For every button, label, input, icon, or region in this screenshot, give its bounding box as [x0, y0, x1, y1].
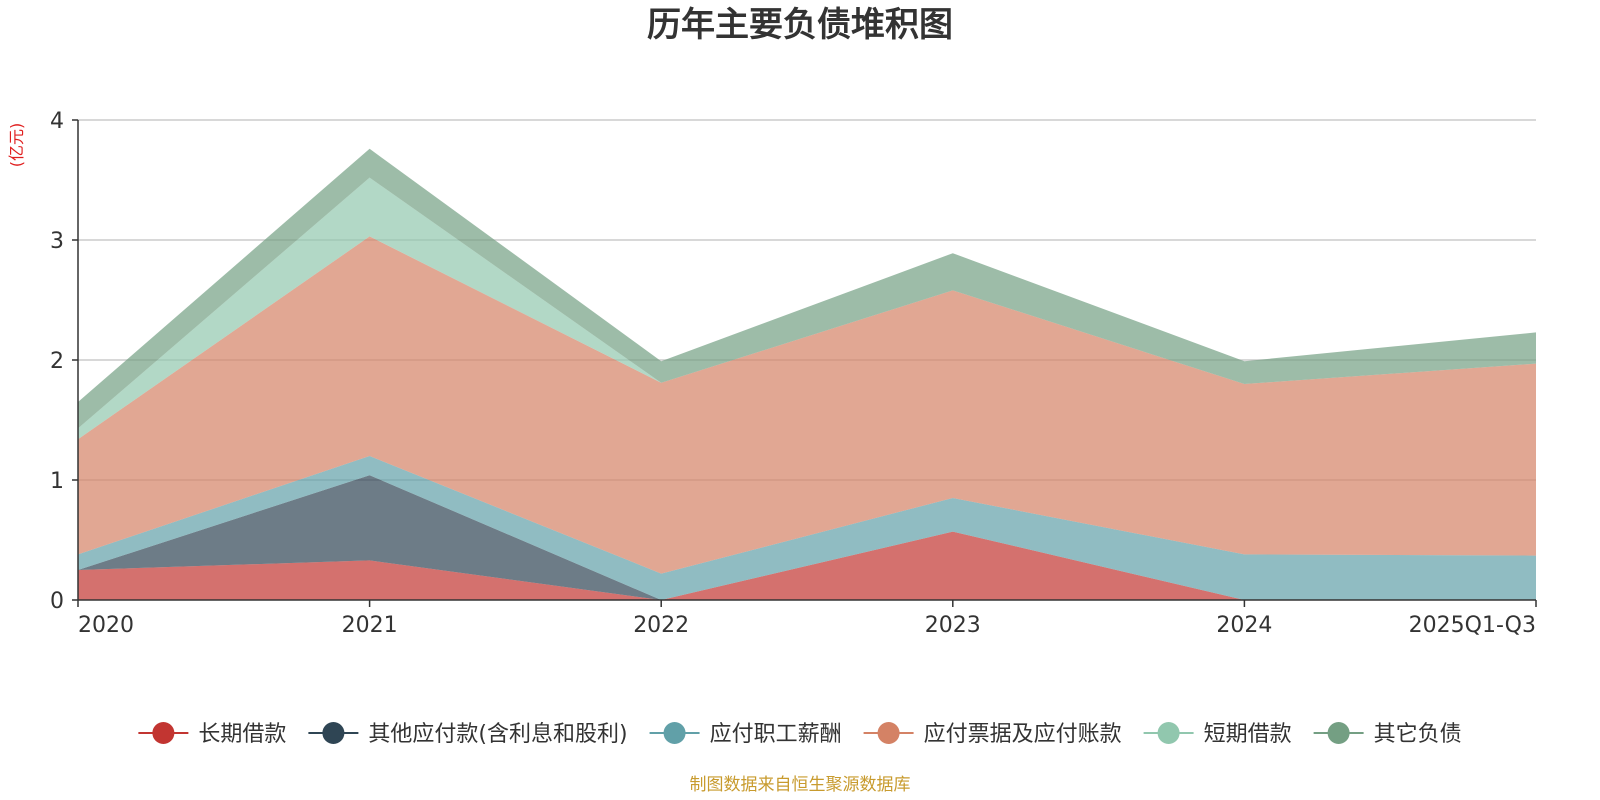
y-tick-label-1: 1: [50, 469, 64, 494]
x-tick-label-1: 2021: [342, 613, 398, 638]
legend-marker-1: [322, 722, 345, 744]
x-tick-label-0: 2020: [78, 613, 134, 638]
legend-item-4[interactable]: 短期借款: [1143, 722, 1292, 747]
x-tick-label-2: 2022: [633, 613, 689, 638]
legend-label-3: 应付票据及应付账款: [924, 722, 1122, 747]
y-tick-label-0: 0: [50, 589, 64, 614]
area-series-1: [78, 475, 1536, 600]
legend-item-0[interactable]: 长期借款: [138, 722, 286, 747]
y-tick-label-4: 4: [50, 109, 64, 134]
x-tick-label-3: 2023: [925, 613, 981, 638]
legend-marker-3: [877, 722, 900, 744]
legend-item-5[interactable]: 其它负债: [1313, 722, 1462, 747]
chart-title: 历年主要负债堆积图: [647, 5, 953, 45]
y-tick-label-2: 2: [50, 349, 64, 374]
area-series-2: [78, 456, 1536, 600]
legend-label-1: 其他应付款(含利息和股利): [368, 722, 627, 747]
legend-item-1[interactable]: 其他应付款(含利息和股利): [308, 722, 628, 747]
area-series-5: [78, 148, 1536, 429]
axes: 0 1 2 3 4 2020 2021 2022 2023 2024 2025Q1-Q3: [50, 109, 1537, 638]
legend-marker-2: [663, 722, 686, 744]
legend-label-5: 其它负债: [1374, 722, 1462, 747]
data-source-footer: 制图数据来自恒生聚源数据库: [690, 775, 911, 795]
legend-item-2[interactable]: 应付职工薪酬: [649, 722, 842, 747]
legend-marker-0: [152, 722, 175, 744]
y-axis-unit-label: (亿元): [7, 123, 26, 168]
legend-label-2: 应付职工薪酬: [710, 722, 842, 747]
legend-label-4: 短期借款: [1204, 722, 1292, 747]
area-series-3: [78, 236, 1536, 574]
x-tick-label-4: 2024: [1216, 613, 1272, 638]
y-tick-label-3: 3: [50, 229, 64, 254]
legend[interactable]: 长期借款 其他应付款(含利息和股利) 应付职工薪酬 应付票据及应付账款 短期借款 其它负债: [138, 722, 1462, 747]
area-series: [78, 148, 1536, 600]
area-series-4: [78, 177, 1536, 440]
legend-item-3[interactable]: 应付票据及应付账款: [863, 722, 1122, 747]
legend-marker-5: [1327, 722, 1350, 744]
legend-marker-4: [1157, 722, 1180, 744]
legend-label-0: 长期借款: [198, 722, 286, 747]
x-tick-label-5: 2025Q1-Q3: [1409, 613, 1536, 638]
